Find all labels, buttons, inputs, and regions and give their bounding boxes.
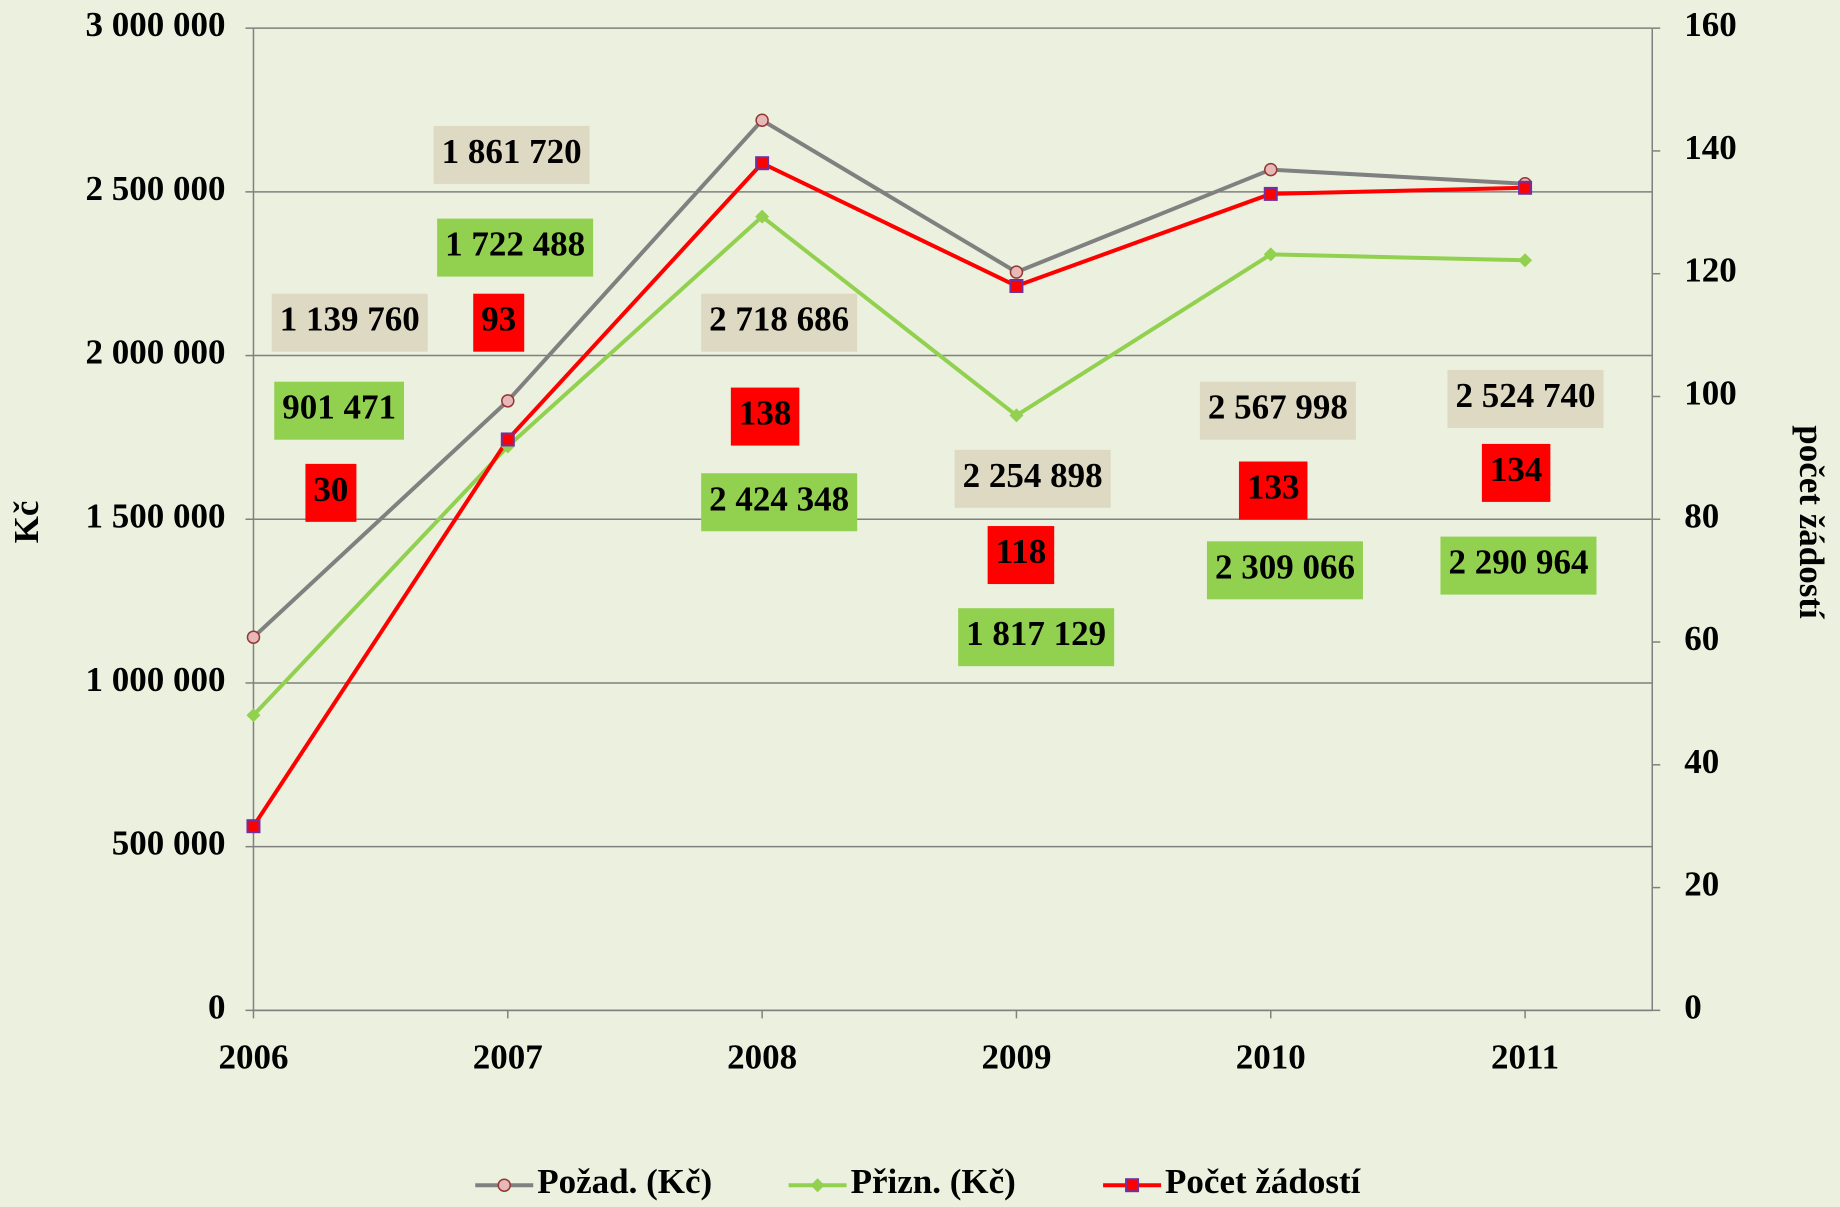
y-tick-label: 1 000 000 — [85, 660, 225, 699]
series-line — [251, 160, 1526, 828]
x-tick-label: 2007 — [473, 1037, 543, 1076]
legend-label: Počet žádostí — [1165, 1162, 1362, 1201]
y2-tick-label: 160 — [1684, 5, 1737, 44]
y-axis-title: Kč — [7, 501, 46, 544]
y2-tick-label: 100 — [1684, 374, 1737, 413]
x-tick-label: 2008 — [727, 1037, 797, 1076]
data-label-box — [1440, 536, 1597, 595]
legend-item: Požad. (Kč) — [475, 1162, 712, 1201]
data-label-box — [730, 387, 800, 446]
point — [810, 1178, 825, 1193]
y-tick-label: 2 500 000 — [85, 169, 225, 208]
y-tick-label: 500 000 — [112, 824, 226, 863]
data-label-box — [305, 463, 357, 522]
data-label-box — [987, 526, 1055, 585]
point — [1518, 180, 1533, 195]
data-label-box — [1206, 541, 1363, 600]
point — [501, 394, 515, 408]
data-label: 2 290 964 — [1448, 543, 1588, 582]
data-label-box — [701, 473, 858, 532]
data-label-box — [1481, 443, 1551, 502]
data-label: 133 — [1247, 468, 1300, 507]
data-label: 118 — [996, 532, 1047, 571]
point — [1263, 186, 1278, 201]
point — [246, 819, 261, 834]
point — [246, 708, 261, 723]
data-label: 2 254 898 — [963, 456, 1103, 495]
x-tick-label: 2006 — [218, 1037, 288, 1076]
legend-label: Požad. (Kč) — [537, 1162, 712, 1201]
series-line — [252, 117, 1526, 639]
point — [1125, 1178, 1140, 1193]
point — [755, 113, 769, 128]
data-label-box — [954, 449, 1111, 508]
y2-tick-label: 40 — [1684, 742, 1719, 781]
data-label: 1 817 129 — [966, 614, 1106, 653]
series-line — [252, 214, 1526, 717]
point — [1009, 265, 1024, 279]
y-tick-label: 0 — [208, 987, 226, 1026]
data-label-box — [473, 293, 525, 352]
y2-tick-label: 60 — [1684, 619, 1719, 658]
point — [1009, 278, 1024, 293]
x-tick-label: 2011 — [1491, 1037, 1559, 1076]
data-label-box — [1447, 369, 1604, 428]
x-tick-label: 2010 — [1236, 1037, 1306, 1076]
x-tick-label: 2009 — [981, 1037, 1051, 1076]
point — [755, 209, 770, 224]
y-tick-label: 1 500 000 — [85, 496, 225, 535]
point — [500, 432, 515, 447]
data-label-box — [271, 293, 428, 352]
y2-axis-title: počet žádostí — [1792, 425, 1831, 620]
y2-tick-label: 20 — [1684, 865, 1719, 904]
data-label: 2 424 348 — [709, 479, 849, 518]
legend-item: Přizn. (Kč) — [788, 1162, 1016, 1201]
data-label: 2 309 066 — [1215, 547, 1355, 586]
point — [497, 1178, 512, 1192]
data-label-box — [701, 293, 858, 352]
data-label: 2 524 740 — [1456, 376, 1596, 415]
point — [1009, 408, 1024, 423]
data-label: 2 567 998 — [1208, 388, 1348, 427]
data-label-box — [274, 381, 405, 440]
data-label-box — [433, 125, 590, 184]
y2-tick-label: 0 — [1684, 987, 1702, 1026]
data-label: 1 722 488 — [445, 225, 585, 264]
data-label: 901 471 — [282, 388, 396, 427]
data-label: 134 — [1490, 450, 1543, 489]
point — [246, 630, 261, 644]
y2-tick-label: 80 — [1684, 496, 1719, 535]
data-label-box — [1199, 381, 1356, 440]
data-label-box — [437, 218, 594, 277]
legend-label: Přizn. (Kč) — [851, 1162, 1016, 1201]
y-tick-label: 3 000 000 — [85, 5, 225, 44]
data-label: 2 718 686 — [709, 300, 849, 339]
data-label-box — [1238, 461, 1308, 520]
data-label: 1 139 760 — [280, 300, 420, 339]
data-label: 1 861 720 — [442, 132, 582, 171]
y2-tick-label: 120 — [1684, 251, 1737, 290]
data-label: 93 — [481, 300, 516, 339]
y2-tick-label: 140 — [1684, 128, 1737, 167]
data-label: 138 — [739, 394, 792, 433]
point — [755, 156, 770, 171]
data-label-box — [958, 608, 1115, 667]
y-tick-label: 2 000 000 — [85, 333, 225, 372]
data-label: 30 — [313, 470, 348, 509]
point — [1263, 247, 1278, 262]
legend-item: Počet žádostí — [1103, 1162, 1362, 1201]
point — [1264, 162, 1278, 177]
point — [1518, 253, 1533, 268]
